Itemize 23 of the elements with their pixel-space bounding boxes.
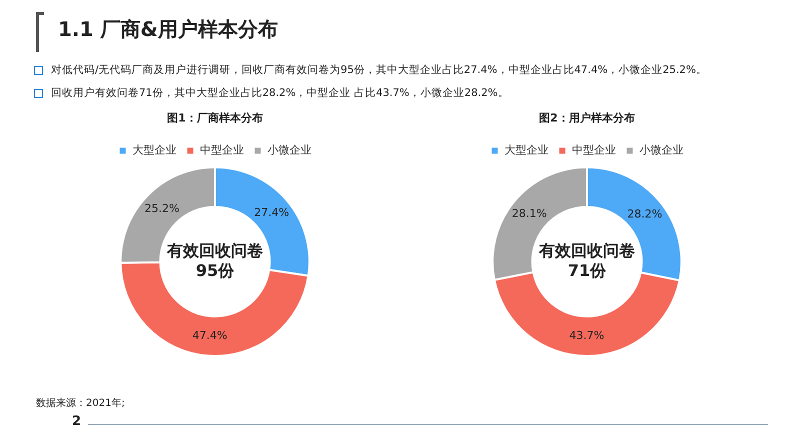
- legend-label: 小微企业: [639, 144, 684, 157]
- legend-label: 大型企业: [132, 144, 176, 157]
- data-label: 27.4%: [254, 206, 290, 219]
- text: 2: [72, 414, 82, 429]
- legend-label: 中型企业: [200, 144, 244, 157]
- text: 对低代码/无代码厂商及用户进行调研，回收厂商有效问卷为95份，其中大型企业占比27.4%，中型企业占比47.4%，小微企业25.2%。: [51, 63, 707, 77]
- chart-title: 图2：用户样本分布: [539, 111, 635, 124]
- chart-title: 图1：厂商样本分布: [167, 111, 263, 124]
- legend-label: 大型企业: [504, 144, 548, 157]
- text: 有效回收问卷: [166, 240, 263, 260]
- legend-label: 小微企业: [267, 144, 312, 157]
- text: 回收用户有效问卷71份，其中大型企业占比28.2%，中型企业 占比43.7%，小微企业28.2%。: [51, 86, 509, 100]
- text: 有效回收问卷: [538, 240, 635, 260]
- text: 71份: [568, 260, 608, 280]
- source-note: 数据来源：2021年;: [36, 396, 125, 410]
- text: 1.1 厂商&用户样本分布: [58, 16, 278, 43]
- text: 95份: [196, 260, 236, 280]
- legend-label: 中型企业: [572, 144, 616, 157]
- data-label: 28.2%: [627, 207, 662, 220]
- data-label: 28.1%: [512, 207, 547, 220]
- data-label: 43.7%: [569, 329, 604, 342]
- data-label: 25.2%: [144, 202, 180, 216]
- data-label: 47.4%: [192, 328, 228, 342]
